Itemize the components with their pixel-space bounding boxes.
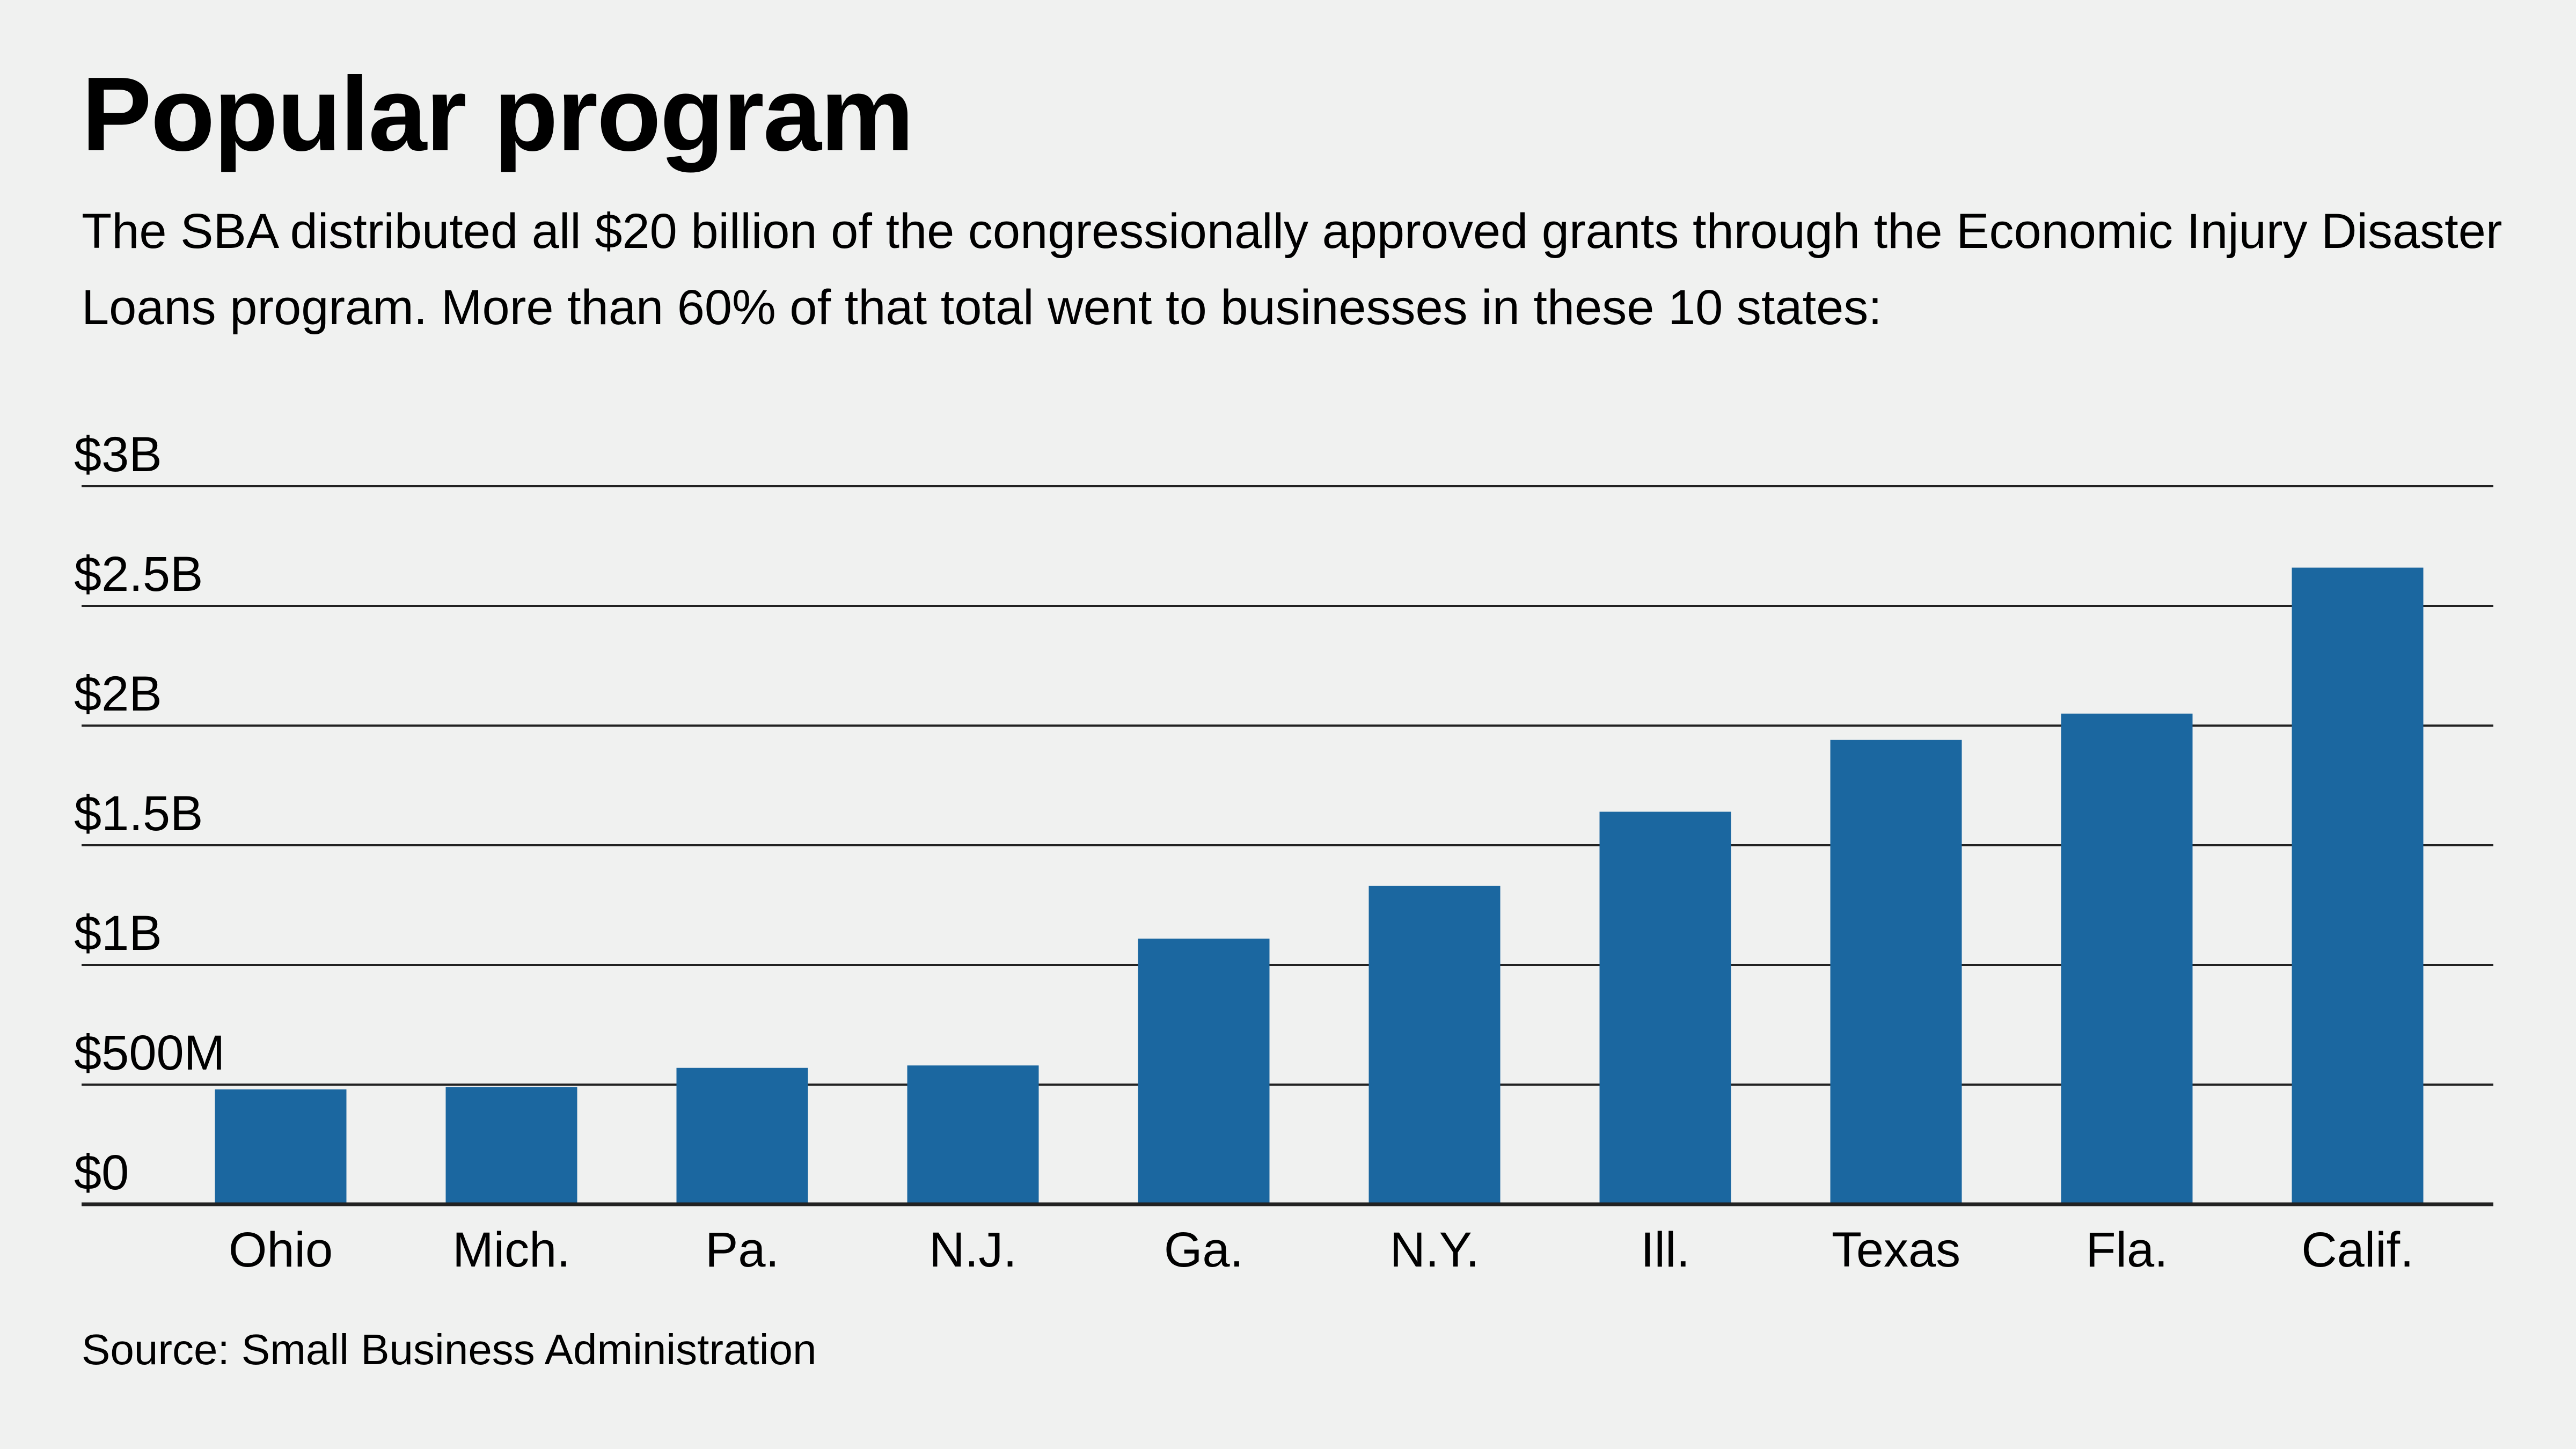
- x-category-label: Ill.: [1641, 1223, 1690, 1277]
- x-category-label: Fla.: [2085, 1223, 2168, 1277]
- chart-title: Popular program: [82, 55, 914, 173]
- y-tick-label: $2.5B: [74, 547, 203, 602]
- bar-ill: [1599, 811, 1731, 1204]
- source-note: Source: Small Business Administration: [82, 1326, 817, 1373]
- x-category-label: N.Y.: [1389, 1223, 1479, 1277]
- x-category-label: N.J.: [929, 1223, 1017, 1277]
- bar-texas: [1830, 740, 1962, 1204]
- x-category-label: Ohio: [229, 1223, 333, 1277]
- bar-pa: [676, 1067, 808, 1204]
- y-tick-label: $1B: [74, 906, 162, 961]
- y-tick-label: $1.5B: [74, 786, 203, 841]
- bar-fla: [2061, 713, 2193, 1204]
- bar-nj: [907, 1065, 1039, 1204]
- y-tick-label: $2B: [74, 667, 162, 721]
- y-axis-tick-labels: $0 $500M $1B $1.5B $2B $2.5B $3B: [74, 427, 225, 1200]
- x-category-label: Calif.: [2301, 1223, 2414, 1277]
- bars: [82, 567, 2493, 1206]
- y-tick-label: $3B: [74, 427, 162, 482]
- bar-ga: [1138, 938, 1270, 1204]
- bar-ny: [1368, 885, 1501, 1204]
- bar-calif: [2292, 567, 2424, 1204]
- x-axis-category-labels: Ohio Mich. Pa. N.J. Ga. N.Y. Ill. Texas Fla. Cali…: [229, 1223, 2414, 1277]
- bar-ohio: [215, 1089, 347, 1204]
- x-category-label: Pa.: [705, 1223, 779, 1277]
- x-category-label: Ga.: [1164, 1223, 1243, 1277]
- x-category-label: Texas: [1832, 1223, 1960, 1277]
- chart-subtitle: The SBA distributed all $20 billion of t…: [82, 204, 2502, 335]
- x-category-label: Mich.: [452, 1223, 570, 1277]
- bar-mich: [445, 1087, 577, 1204]
- y-tick-label: $0: [74, 1145, 129, 1200]
- y-tick-label: $500M: [74, 1026, 225, 1080]
